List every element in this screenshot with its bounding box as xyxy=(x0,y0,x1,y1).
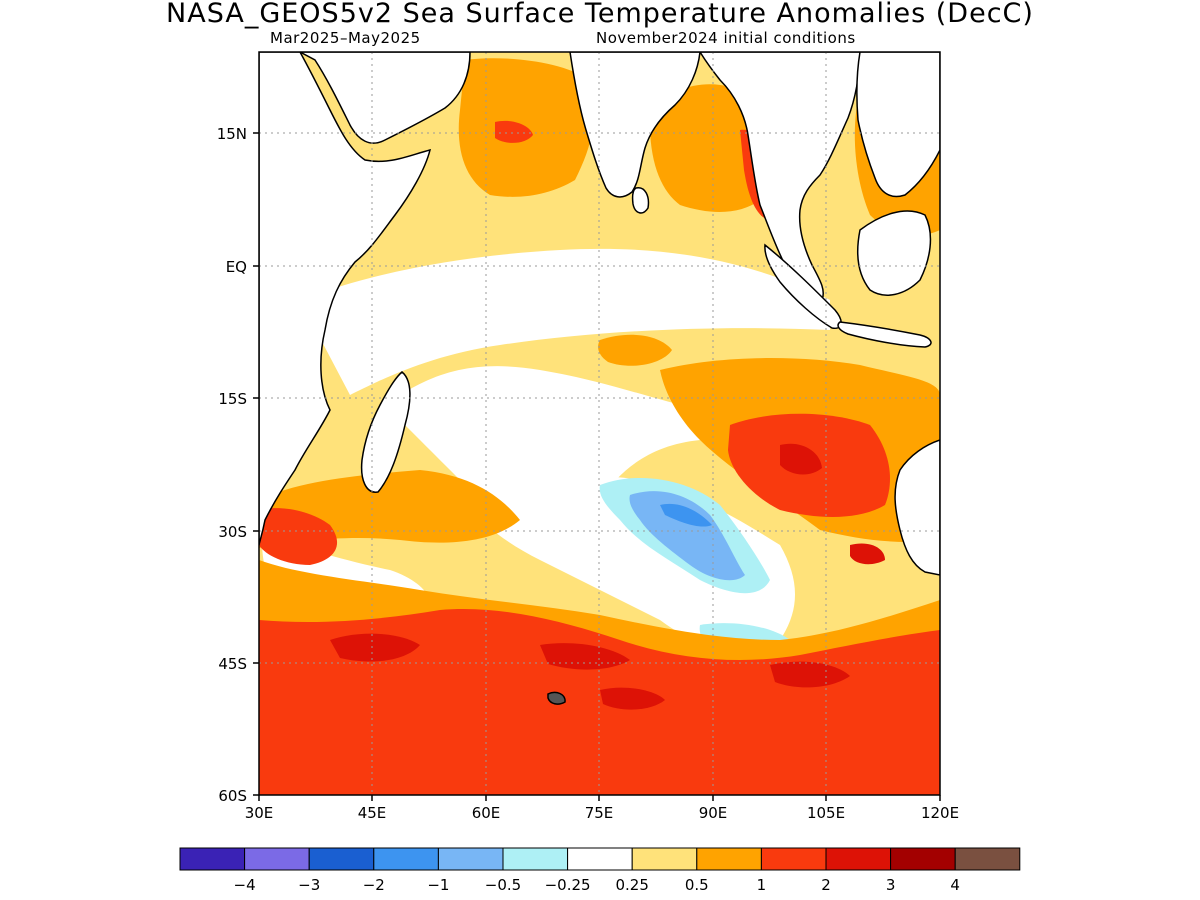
lat-label-60s: 60S xyxy=(218,787,247,805)
lon-label-30e: 30E xyxy=(245,804,274,822)
very-hot-patch-3 xyxy=(770,661,850,688)
latitude-labels: 15N EQ 15S 30S 45S 60S xyxy=(217,125,247,805)
warm-bay-of-bengal xyxy=(649,84,767,212)
sumatra-land xyxy=(764,243,842,330)
colorbar-labels: −4 −3 −2 −1 −0.5 −0.25 0.25 0.5 1 2 3 4 xyxy=(234,876,960,894)
warm-central-patch xyxy=(598,334,672,366)
lat-label-30s: 30S xyxy=(218,523,247,541)
hot-arabian-spot xyxy=(495,120,533,143)
colorbar-swatch xyxy=(631,847,698,871)
hot-southwest xyxy=(259,508,338,565)
hot-southern-ocean xyxy=(259,609,940,795)
very-hot-patch-5 xyxy=(780,443,822,475)
colorbar-label: −1 xyxy=(427,876,449,894)
colorbar-swatch xyxy=(437,847,504,871)
colorbar-label: 2 xyxy=(821,876,831,894)
lat-label-45s: 45S xyxy=(218,655,247,673)
colorbar-swatch xyxy=(308,847,375,871)
very-hot-patch-6 xyxy=(850,543,885,565)
neutral-south-tropics xyxy=(400,366,700,512)
lat-label-15s: 15S xyxy=(218,390,247,408)
forecast-period: Mar2025–May2025 xyxy=(270,29,421,47)
colorbar-label: −4 xyxy=(234,876,256,894)
borneo-land xyxy=(856,210,932,296)
colorbar-swatch xyxy=(567,847,633,871)
land-areas xyxy=(259,52,940,705)
colorbar-swatch xyxy=(696,847,762,871)
madagascar-land xyxy=(360,371,411,493)
cool-anomaly-core xyxy=(660,503,712,527)
lat-label-15n: 15N xyxy=(217,125,247,143)
lat-label-eq: EQ xyxy=(226,258,247,276)
lon-label-120e: 120E xyxy=(921,804,959,822)
colorbar-swatch xyxy=(760,847,827,871)
colorbar-label: 3 xyxy=(886,876,896,894)
kerguelen-island xyxy=(547,691,566,705)
gridlines xyxy=(259,52,940,795)
initial-conditions-label: November2024 initial conditions xyxy=(596,29,856,47)
colorbar-swatch xyxy=(954,847,1021,871)
lon-label-105e: 105E xyxy=(807,804,845,822)
arabia-land xyxy=(299,52,471,144)
neutral-band xyxy=(300,248,830,395)
axis-ticks xyxy=(253,132,941,801)
java-land xyxy=(837,321,932,348)
map-title: NASA_GEOS5v2 Sea Surface Temperature Ano… xyxy=(166,0,1034,29)
indochina-land xyxy=(856,52,940,198)
colorbar xyxy=(179,847,1021,871)
very-hot-patch-1 xyxy=(330,633,420,662)
colorbar-label: −0.25 xyxy=(545,876,591,894)
colorbar-label: 0.5 xyxy=(685,876,709,894)
colorbar-label: 4 xyxy=(950,876,960,894)
india-land xyxy=(569,52,701,198)
lon-label-75e: 75E xyxy=(585,804,614,822)
very-hot-patch-4 xyxy=(600,687,665,710)
colorbar-swatch xyxy=(179,847,246,871)
lon-label-60e: 60E xyxy=(472,804,501,822)
cool-anomaly-light xyxy=(629,491,745,581)
colorbar-swatch xyxy=(502,847,569,871)
sri-lanka-land xyxy=(631,187,650,214)
lon-label-90e: 90E xyxy=(699,804,728,822)
colorbar-label: 1 xyxy=(757,876,767,894)
colorbar-swatch xyxy=(244,847,310,871)
colorbar-swatch xyxy=(825,847,892,871)
colorbar-label: 0.25 xyxy=(615,876,648,894)
colorbar-label: −3 xyxy=(298,876,320,894)
africa-land xyxy=(259,52,432,546)
australia-land xyxy=(894,439,940,576)
colorbar-label: −2 xyxy=(363,876,385,894)
lon-label-45e: 45E xyxy=(358,804,387,822)
colorbar-label: −0.5 xyxy=(485,876,521,894)
colorbar-swatch xyxy=(373,847,439,871)
colorbar-swatch xyxy=(890,847,956,871)
longitude-labels: 30E 45E 60E 75E 90E 105E 120E xyxy=(245,804,959,822)
